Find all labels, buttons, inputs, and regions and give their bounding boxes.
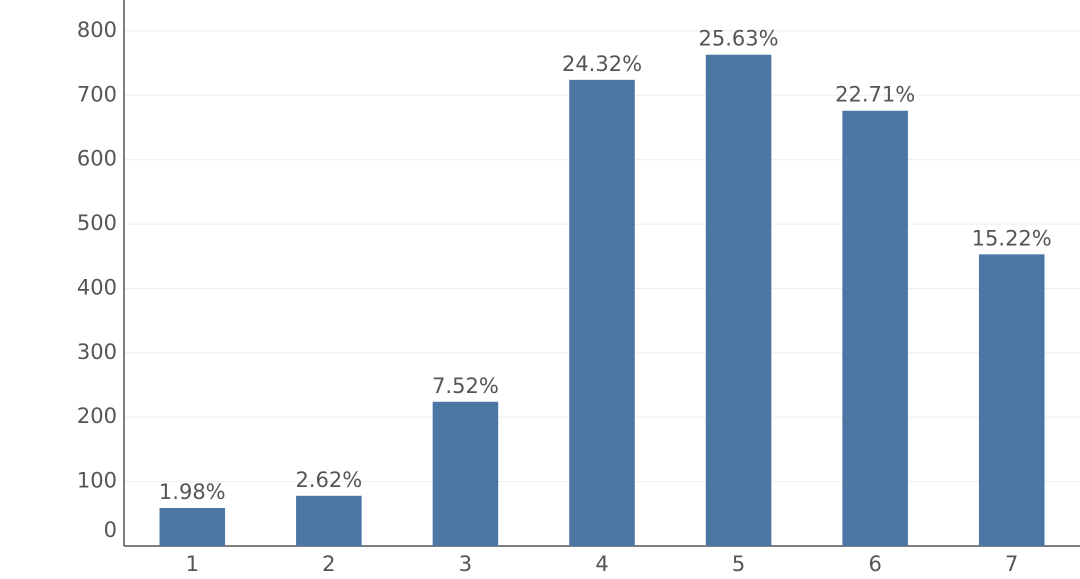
y-tick-label: 200 [77, 404, 117, 428]
bar [842, 110, 908, 546]
y-tick-label: 400 [77, 275, 117, 299]
y-tick-label: 700 [77, 82, 117, 106]
bar-label: 24.32% [562, 52, 642, 76]
y-tick-label: 100 [77, 469, 117, 493]
x-tick-label: 7 [1005, 552, 1018, 576]
bar-label: 15.22% [972, 226, 1052, 250]
bar [978, 254, 1045, 547]
x-tick-label: 5 [732, 552, 745, 576]
x-tick-label: 4 [595, 552, 608, 576]
bar-label: 25.63% [699, 27, 779, 51]
bar-label: 22.71% [835, 83, 915, 107]
bar-label: 1.98% [159, 480, 226, 504]
bar-label: 2.62% [295, 468, 362, 492]
x-tick-label: 1 [186, 552, 199, 576]
y-tick-label: 0 [104, 518, 117, 542]
x-tick-label: 3 [459, 552, 472, 576]
bar [432, 401, 499, 546]
y-tick-label: 800 [77, 18, 117, 42]
bar [569, 79, 635, 546]
x-tick-label: 2 [322, 552, 335, 576]
bar [296, 495, 362, 546]
y-tick-label: 500 [77, 211, 117, 235]
bar [705, 54, 772, 547]
x-tick-label: 6 [868, 552, 881, 576]
bar [159, 508, 226, 546]
bar-label: 7.52% [432, 374, 499, 398]
y-tick-label: 600 [77, 147, 117, 171]
y-tick-label: 300 [77, 340, 117, 364]
